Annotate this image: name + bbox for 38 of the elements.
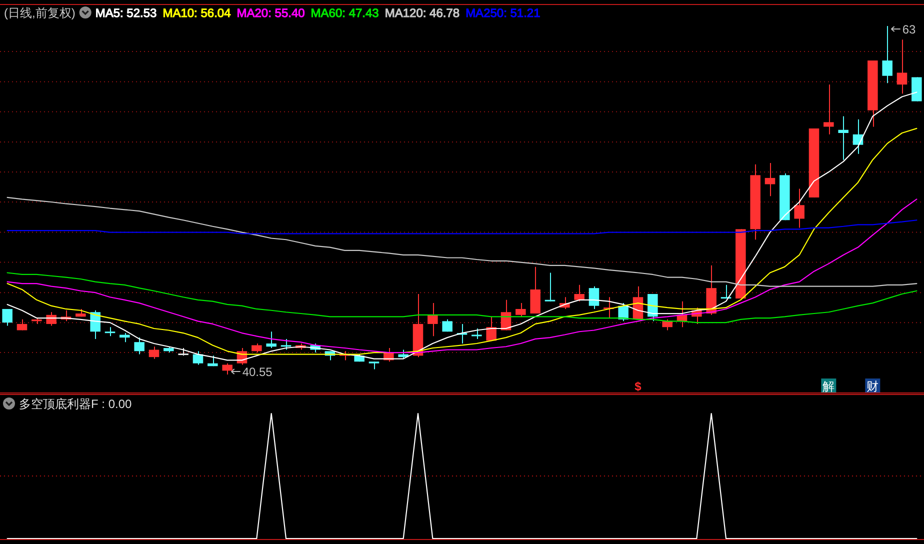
candlestick — [428, 302, 438, 337]
candlestick — [192, 350, 204, 366]
candlestick — [648, 293, 658, 322]
candlestick — [588, 286, 600, 310]
text: MA60: 47.43 — [310, 6, 380, 20]
candlestick — [882, 26, 892, 84]
text: $ — [634, 380, 642, 394]
candlestick — [148, 346, 160, 360]
candlestick — [838, 116, 848, 160]
candlestick — [120, 332, 130, 343]
candlestick — [824, 84, 834, 135]
chart-title: (日线,前复权) — [4, 6, 76, 20]
text: MA20: 55.40 — [236, 6, 306, 20]
candlestick — [280, 338, 292, 350]
candlestick — [90, 310, 100, 340]
candlestick — [442, 318, 452, 332]
text: MA120: 46.78 — [384, 6, 460, 20]
candlestick — [104, 326, 116, 337]
candlestick — [2, 308, 12, 326]
candlestick — [662, 318, 672, 331]
text: MA250: 51.21 — [466, 6, 541, 20]
chart-title: 多空顶底利器F : 0.00 — [19, 397, 132, 411]
annotation: 63 — [902, 22, 916, 36]
candlestick — [266, 331, 276, 349]
candlestick — [896, 39, 908, 94]
candlestick — [252, 342, 262, 354]
text: MA5: 52.53 — [95, 6, 158, 20]
candlestick — [764, 162, 776, 197]
candlestick — [516, 302, 526, 318]
candlestick — [544, 272, 556, 302]
candlestick — [794, 188, 804, 228]
candlestick — [134, 337, 144, 355]
candlestick — [486, 316, 496, 342]
annotation: 40.55 — [242, 365, 273, 379]
candlestick — [222, 362, 232, 375]
candlestick — [574, 284, 584, 302]
candlestick — [472, 328, 482, 340]
text: MA10: 56.04 — [162, 6, 232, 20]
